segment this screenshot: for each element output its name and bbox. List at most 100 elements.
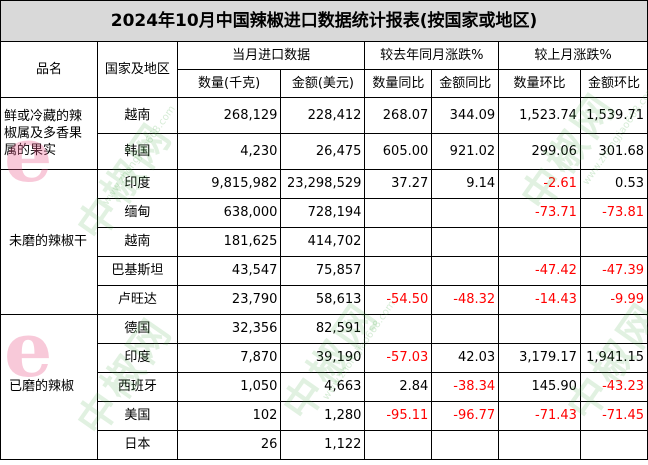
qty-yoy-cell: 2.84 [364, 372, 433, 402]
qty-cell: 7,870 [176, 343, 282, 373]
amt-mom-cell: -47.39 [579, 256, 648, 286]
amount-cell: 82,591 [280, 314, 366, 344]
amount-cell: 4,663 [280, 372, 366, 402]
qty-yoy-cell [364, 227, 433, 257]
qty-yoy-cell [364, 430, 433, 460]
country-cell: 西班牙 [96, 372, 178, 402]
amt-yoy-cell: 344.09 [431, 97, 500, 134]
country-cell: 日本 [96, 430, 178, 460]
qty-cell: 23,790 [176, 285, 282, 315]
qty-yoy-cell [364, 256, 433, 286]
qty-cell: 102 [176, 401, 282, 431]
qty-mom-cell: -73.71 [498, 198, 581, 228]
header-qty-mom: 数量环比 [498, 69, 581, 98]
qty-mom-cell: 1,523.74 [498, 97, 581, 134]
qty-cell: 638,000 [176, 198, 282, 228]
amt-yoy-cell: 42.03 [431, 343, 500, 373]
table-row: 巴基斯坦 43,547 75,857 -47.42 -47.39 [1, 256, 648, 286]
amt-mom-cell: -43.23 [579, 372, 648, 402]
amount-cell: 23,298,529 [280, 169, 366, 199]
country-cell: 缅甸 [96, 198, 178, 228]
table-body: 鲜或冷藏的辣椒属及多香果属的果实 越南 268,129 228,412 268.07 34… [0, 97, 648, 460]
header-amount: 金额(美元) [280, 69, 366, 98]
qty-yoy-cell: -57.03 [364, 343, 433, 373]
amt-yoy-cell [431, 227, 500, 257]
qty-mom-cell: -47.42 [498, 256, 581, 286]
country-cell: 越南 [96, 227, 178, 257]
qty-cell: 268,129 [176, 97, 282, 134]
amt-mom-cell: -73.81 [579, 198, 648, 228]
product-name-cell: 鲜或冷藏的辣椒属及多香果属的果实 [0, 97, 98, 170]
amt-yoy-cell: 9.14 [431, 169, 500, 199]
table-row: 印度 7,870 39,190 -57.03 42.03 3,179.17 1,941.15 [1, 343, 648, 373]
country-cell: 越南 [96, 97, 178, 134]
table-row: 韩国 4,230 26,475 605.00 921.02 299.06 301.68 [1, 133, 648, 170]
table-row: 美国 102 1,280 -95.11 -96.77 -71.43 -71.45 [1, 401, 648, 431]
qty-yoy-cell: 37.27 [364, 169, 433, 199]
header-amt-mom: 金额环比 [579, 69, 648, 98]
report-title: 2024年10月中国辣椒进口数据统计报表(按国家或地区) [0, 0, 648, 42]
header-amt-yoy: 金额同比 [431, 69, 500, 98]
table-row: 西班牙 1,050 4,663 2.84 -38.34 145.90 -43.23 [1, 372, 648, 402]
amt-yoy-cell [431, 430, 500, 460]
qty-cell: 43,547 [176, 256, 282, 286]
country-cell: 德国 [96, 314, 178, 344]
qty-cell: 9,815,982 [176, 169, 282, 199]
amt-yoy-cell: -38.34 [431, 372, 500, 402]
amount-cell: 75,857 [280, 256, 366, 286]
amt-mom-cell: 1,539.71 [579, 97, 648, 134]
qty-cell: 26 [176, 430, 282, 460]
amount-cell: 39,190 [280, 343, 366, 373]
amount-cell: 228,412 [280, 97, 366, 134]
amount-cell: 58,613 [280, 285, 366, 315]
qty-cell: 1,050 [176, 372, 282, 402]
header-yoy: 较去年同月涨跌% [364, 41, 500, 70]
amt-yoy-cell [431, 314, 500, 344]
amt-yoy-cell: -48.32 [431, 285, 500, 315]
table-row: 日本 26 1,122 [1, 430, 648, 460]
amount-cell: 1,122 [280, 430, 366, 460]
qty-mom-cell: 145.90 [498, 372, 581, 402]
amt-yoy-cell [431, 198, 500, 228]
amount-cell: 1,280 [280, 401, 366, 431]
header-mom: 较上月涨跌% [498, 41, 648, 70]
qty-yoy-cell: -95.11 [364, 401, 433, 431]
country-cell: 卢旺达 [96, 285, 178, 315]
table-row: 越南 181,625 414,702 [1, 227, 648, 257]
country-cell: 韩国 [96, 133, 178, 170]
country-cell: 巴基斯坦 [96, 256, 178, 286]
qty-yoy-cell: -54.50 [364, 285, 433, 315]
qty-mom-cell [498, 227, 581, 257]
amt-mom-cell: -71.45 [579, 401, 648, 431]
amt-mom-cell: -9.99 [579, 285, 648, 315]
header-product: 品名 [0, 41, 98, 98]
amt-mom-cell: 301.68 [579, 133, 648, 170]
qty-mom-cell: 299.06 [498, 133, 581, 170]
amt-mom-cell [579, 227, 648, 257]
amt-yoy-cell: 921.02 [431, 133, 500, 170]
header-country: 国家及地区 [96, 41, 178, 98]
amt-mom-cell: 1,941.15 [579, 343, 648, 373]
table-row: 缅甸 638,000 728,194 -73.71 -73.81 [1, 198, 648, 228]
amount-cell: 26,475 [280, 133, 366, 170]
amount-cell: 728,194 [280, 198, 366, 228]
qty-yoy-cell: 605.00 [364, 133, 433, 170]
qty-cell: 32,356 [176, 314, 282, 344]
amt-mom-cell [579, 430, 648, 460]
table-row: 卢旺达 23,790 58,613 -54.50 -48.32 -14.43 -9.99 [1, 285, 648, 315]
amt-yoy-cell [431, 256, 500, 286]
header-qty: 数量(千克) [176, 69, 282, 98]
header-current-month: 当月进口数据 [176, 41, 366, 70]
qty-yoy-cell [364, 314, 433, 344]
qty-mom-cell [498, 314, 581, 344]
qty-mom-cell: 3,179.17 [498, 343, 581, 373]
country-cell: 美国 [96, 401, 178, 431]
amount-cell: 414,702 [280, 227, 366, 257]
qty-mom-cell: -71.43 [498, 401, 581, 431]
table-row: 未磨的辣椒干 印度 9,815,982 23,298,529 37.27 9.14 -2.6… [0, 169, 648, 315]
qty-cell: 4,230 [176, 133, 282, 170]
header-qty-yoy: 数量同比 [364, 69, 433, 98]
amt-mom-cell: 0.53 [579, 169, 648, 199]
